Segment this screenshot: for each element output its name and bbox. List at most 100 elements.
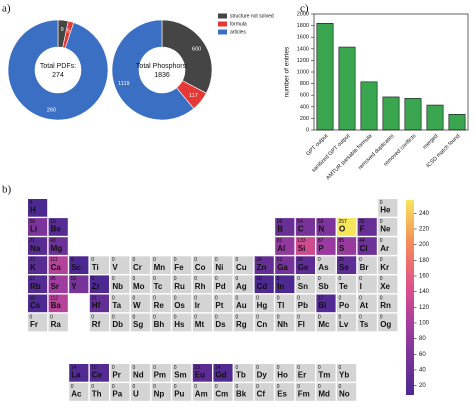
donut-hole (139, 47, 185, 93)
element-cell (110, 275, 130, 294)
element-symbol: P (318, 244, 324, 253)
y-tick-label: 1400 (297, 46, 309, 52)
element-symbol: Ti (92, 263, 99, 272)
panel-label: c) (300, 3, 309, 15)
element-cell (316, 364, 336, 382)
element-cell (213, 383, 233, 401)
element-cell (48, 294, 68, 313)
element-count: 0 (359, 257, 362, 263)
element-cell (316, 275, 336, 294)
element-cell (378, 218, 398, 236)
element-symbol: U (133, 390, 139, 399)
element-cell (151, 275, 171, 294)
element-count: 38 (277, 219, 283, 225)
element-count: 0 (112, 384, 115, 390)
colorbar-tick-label: 220 (419, 227, 430, 233)
element-count: 58 (318, 219, 324, 225)
legend-swatch (218, 29, 227, 35)
colorbar-tick-label: 60 (419, 352, 426, 358)
element-count: 0 (194, 314, 197, 320)
element-cell (316, 237, 336, 255)
element-symbol: Fm (298, 390, 310, 399)
element-count: 0 (50, 314, 53, 320)
element-cell (192, 256, 212, 274)
element-symbol: I (360, 282, 362, 291)
element-count: 0 (339, 276, 342, 282)
element-symbol: He (380, 206, 391, 215)
element-symbol: Bi (318, 301, 326, 310)
element-cell (172, 294, 192, 313)
element-count: 52 (71, 276, 77, 282)
element-symbol: Rf (92, 320, 101, 329)
element-count: 0 (30, 314, 33, 320)
element-cell (295, 383, 315, 401)
element-cell (254, 294, 274, 313)
element-cell (48, 275, 68, 294)
element-count: 0 (380, 238, 383, 244)
element-count: 0 (297, 365, 300, 371)
element-count: 0 (297, 276, 300, 282)
element-symbol: Na (30, 244, 41, 253)
element-symbol: Ca (51, 263, 62, 272)
element-symbol: Cl (360, 244, 368, 253)
element-cell (151, 313, 171, 332)
element-cell (337, 364, 357, 382)
element-symbol: Se (339, 263, 349, 272)
element-cell (316, 383, 336, 401)
element-cell (357, 275, 377, 294)
element-symbol: Rg (236, 320, 247, 329)
element-cell (357, 237, 377, 255)
element-count: 44 (359, 238, 365, 244)
element-count: 0 (194, 295, 197, 301)
element-cell (192, 364, 212, 382)
element-symbol: K (30, 263, 36, 272)
element-symbol: Pm (154, 371, 166, 380)
element-count: 0 (91, 384, 94, 390)
element-cell (357, 218, 377, 236)
element-cell (172, 275, 192, 294)
element-symbol: Cr (133, 263, 142, 272)
element-count: 0 (277, 365, 280, 371)
element-count: 54 (297, 219, 303, 225)
element-symbol: Pu (174, 390, 184, 399)
element-count: 0 (380, 219, 383, 225)
element-cell (254, 256, 274, 274)
element-count: 31 (91, 295, 97, 301)
element-count: 14 (71, 365, 77, 371)
element-symbol: Er (298, 371, 306, 380)
element-symbol: N (318, 225, 324, 234)
element-cell (28, 275, 48, 294)
slice-label: 117 (189, 93, 198, 99)
element-cell (275, 294, 295, 313)
element-symbol: Mn (154, 263, 166, 272)
element-count: 43 (50, 238, 56, 244)
element-symbol: Ar (380, 244, 389, 253)
element-count: 0 (359, 295, 362, 301)
y-tick-label: 1200 (297, 58, 309, 64)
element-cell (172, 313, 192, 332)
element-symbol: Li (30, 225, 37, 234)
element-symbol: Te (339, 282, 348, 291)
element-cell (254, 275, 274, 294)
element-symbol: As (318, 263, 329, 272)
element-symbol: Og (380, 320, 391, 329)
element-count: 0 (359, 314, 362, 320)
element-cell (275, 313, 295, 332)
element-count: 0 (112, 276, 115, 282)
element-symbol: Tc (154, 282, 163, 291)
element-cell (110, 383, 130, 401)
element-symbol: Po (339, 301, 349, 310)
element-symbol: C (298, 225, 304, 234)
element-cell (213, 275, 233, 294)
element-count: 0 (174, 257, 177, 263)
element-cell (275, 218, 295, 236)
slice-label: 600 (192, 46, 201, 52)
element-cell (275, 364, 295, 382)
element-symbol: Ac (71, 390, 82, 399)
element-cell (28, 294, 48, 313)
element-count: 21 (30, 238, 36, 244)
element-cell (378, 199, 398, 217)
plot-frame (313, 13, 469, 131)
colorbar-tick-label: 100 (419, 321, 430, 327)
element-symbol: Tm (318, 371, 330, 380)
